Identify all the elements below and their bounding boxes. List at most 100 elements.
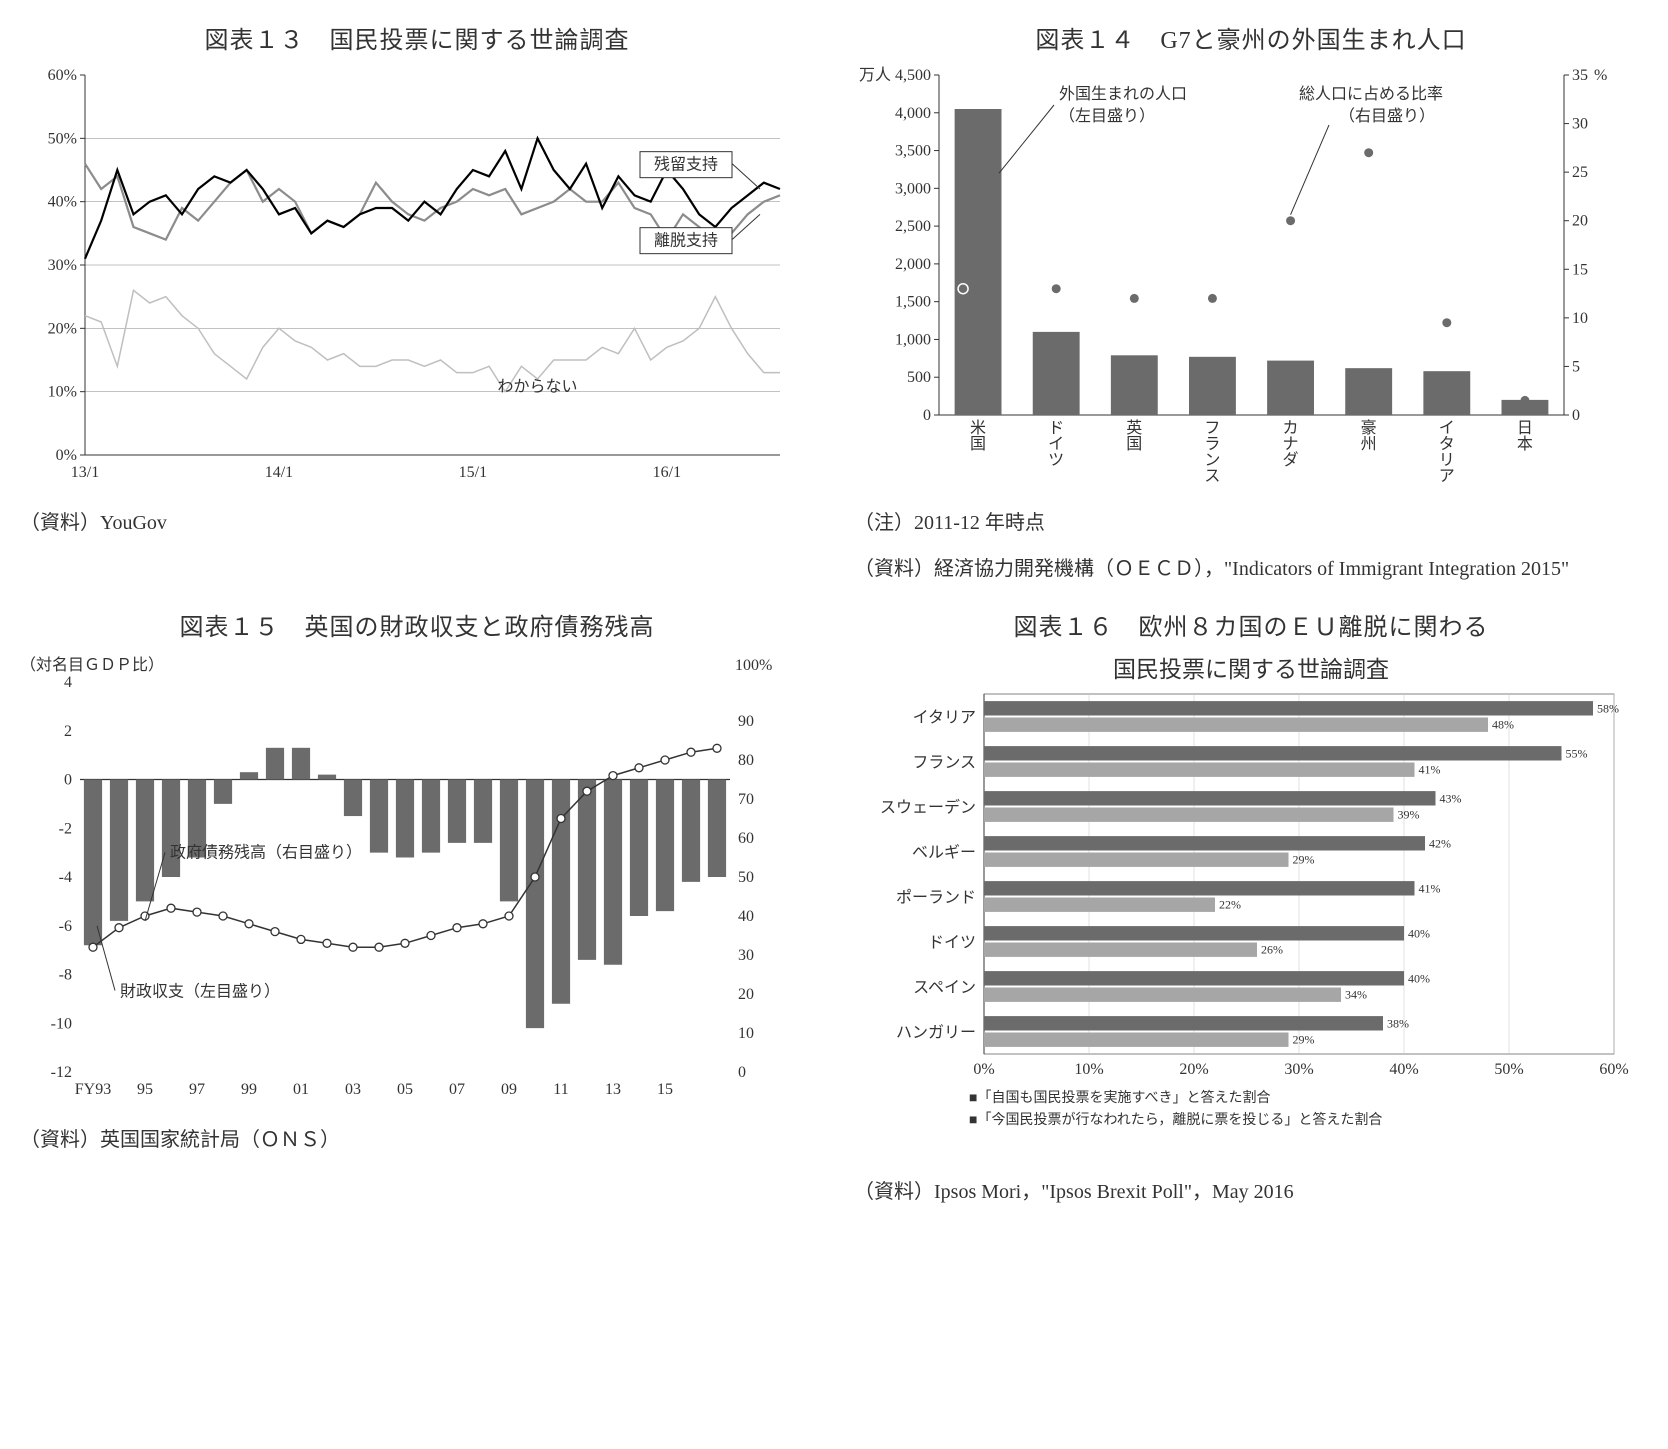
chart15-panel: 図表１５ 英国の財政収支と政府債務残高 （対名目ＧＤＰ比）100%-12-10-… (20, 607, 814, 1210)
chart14-svg: 05001,0001,5002,0002,5003,0003,5004,0004… (854, 65, 1634, 495)
svg-text:外国生まれの人口: 外国生まれの人口 (1059, 85, 1187, 103)
svg-text:スペイン: スペイン (913, 980, 976, 997)
svg-text:20%: 20% (48, 320, 77, 337)
svg-text:残留支持: 残留支持 (654, 156, 718, 174)
svg-text:15: 15 (657, 1081, 673, 1098)
svg-text:4,500: 4,500 (895, 67, 931, 84)
svg-text:-12: -12 (51, 1064, 72, 1081)
svg-text:（右目盛り）: （右目盛り） (1339, 107, 1435, 125)
svg-text:55%: 55% (1566, 746, 1588, 760)
svg-text:60: 60 (738, 830, 754, 847)
svg-text:フランス: フランス (1204, 420, 1220, 485)
svg-text:22%: 22% (1219, 898, 1241, 912)
chart14-title: 図表１４ G7と豪州の外国生まれ人口 (854, 20, 1648, 55)
svg-text:FY93: FY93 (75, 1081, 111, 1098)
chart16-source: （資料）Ipsos Mori，"Ipsos Brexit Poll"，May 2… (854, 1174, 1648, 1210)
svg-text:10%: 10% (1074, 1061, 1103, 1078)
svg-text:0: 0 (738, 1064, 746, 1081)
svg-text:米国: 米国 (970, 419, 986, 453)
svg-text:39%: 39% (1398, 808, 1420, 822)
svg-text:-6: -6 (59, 918, 72, 935)
svg-text:2: 2 (64, 723, 72, 740)
svg-text:07: 07 (449, 1081, 465, 1098)
svg-text:ドイツ: ドイツ (928, 935, 976, 952)
svg-text:100%: 100% (735, 657, 772, 674)
chart16-title: 図表１６ 欧州８カ国のＥＵ離脱に関わる (854, 607, 1648, 642)
svg-text:40%: 40% (1389, 1061, 1418, 1078)
svg-text:34%: 34% (1345, 988, 1367, 1002)
svg-text:80: 80 (738, 752, 754, 769)
svg-text:0: 0 (1572, 407, 1580, 424)
svg-text:30%: 30% (1284, 1061, 1313, 1078)
svg-text:3,000: 3,000 (895, 180, 931, 197)
svg-text:97: 97 (189, 1081, 205, 1098)
svg-text:ドイツ: ドイツ (1048, 420, 1064, 469)
svg-text:豪州: 豪州 (1361, 418, 1377, 453)
chart16-title2: 国民投票に関する世論調査 (854, 650, 1648, 684)
svg-text:15: 15 (1572, 261, 1588, 278)
svg-text:40%: 40% (1408, 926, 1430, 940)
chart14-panel: 図表１４ G7と豪州の外国生まれ人口 05001,0001,5002,0002,… (854, 20, 1648, 587)
chart16-svg: 0%10%20%30%40%50%60%58%48%イタリア55%41%フランス… (854, 684, 1634, 1164)
svg-text:40%: 40% (48, 194, 77, 211)
svg-text:16/1: 16/1 (653, 464, 681, 481)
svg-text:60%: 60% (48, 67, 77, 84)
svg-text:日本: 日本 (1517, 420, 1533, 453)
svg-text:カナダ: カナダ (1283, 420, 1299, 469)
svg-text:イタリア: イタリア (1439, 420, 1455, 485)
svg-text:25: 25 (1572, 164, 1588, 181)
svg-text:1,000: 1,000 (895, 331, 931, 348)
svg-text:ポーランド: ポーランド (896, 889, 976, 907)
svg-text:フランス: フランス (912, 755, 976, 772)
svg-text:-8: -8 (59, 967, 72, 984)
svg-text:58%: 58% (1597, 701, 1619, 715)
svg-text:15/1: 15/1 (459, 464, 487, 481)
svg-text:38%: 38% (1387, 1016, 1409, 1030)
svg-text:10: 10 (738, 1025, 754, 1042)
svg-text:政府債務残高（右目盛り）: 政府債務残高（右目盛り） (170, 844, 362, 862)
svg-text:41%: 41% (1419, 881, 1441, 895)
svg-text:%: % (1594, 67, 1607, 84)
svg-text:95: 95 (137, 1081, 153, 1098)
svg-text:万人: 万人 (859, 66, 891, 84)
svg-text:0%: 0% (973, 1061, 994, 1078)
svg-text:英国: 英国 (1126, 419, 1142, 453)
svg-text:30: 30 (738, 947, 754, 964)
svg-text:29%: 29% (1293, 1033, 1315, 1047)
svg-text:09: 09 (501, 1081, 517, 1098)
svg-text:離脱支持: 離脱支持 (654, 232, 718, 250)
svg-text:90: 90 (738, 713, 754, 730)
svg-text:50%: 50% (1494, 1061, 1523, 1078)
svg-text:4,000: 4,000 (895, 105, 931, 122)
svg-text:0%: 0% (56, 447, 77, 464)
svg-text:11: 11 (553, 1081, 568, 1098)
svg-text:29%: 29% (1293, 853, 1315, 867)
svg-text:03: 03 (345, 1081, 361, 1098)
svg-text:10: 10 (1572, 310, 1588, 327)
chart13-source: （資料）YouGov (20, 505, 814, 541)
svg-text:0: 0 (64, 772, 72, 789)
svg-text:10%: 10% (48, 384, 77, 401)
svg-text:01: 01 (293, 1081, 309, 1098)
svg-text:（左目盛り）: （左目盛り） (1059, 107, 1155, 125)
chart14-note: （注）2011-12 年時点 (854, 505, 1648, 541)
svg-text:1,500: 1,500 (895, 294, 931, 311)
svg-text:43%: 43% (1440, 791, 1462, 805)
svg-text:わからない: わからない (498, 378, 578, 396)
svg-text:20%: 20% (1179, 1061, 1208, 1078)
svg-text:14/1: 14/1 (265, 464, 293, 481)
chart16-panel: 図表１６ 欧州８カ国のＥＵ離脱に関わる 国民投票に関する世論調査 0% 10% 20… (854, 607, 1648, 1210)
svg-text:13/1: 13/1 (71, 464, 99, 481)
svg-text:総人口に占める比率: 総人口に占める比率 (1299, 85, 1443, 103)
svg-text:■「今国民投票が行なわれたら，離脱に票を投じる」と答えた割合: ■「今国民投票が行なわれたら，離脱に票を投じる」と答えた割合 (969, 1111, 1382, 1128)
chart13-panel: 図表１３ 国民投票に関する世論調査 0%10%20%30%40%50%60%13… (20, 20, 814, 587)
svg-text:60%: 60% (1599, 1061, 1628, 1078)
svg-text:13: 13 (605, 1081, 621, 1098)
svg-text:35: 35 (1572, 67, 1588, 84)
svg-text:40%: 40% (1408, 971, 1430, 985)
svg-text:0: 0 (923, 407, 931, 424)
svg-text:30: 30 (1572, 116, 1588, 133)
svg-text:05: 05 (397, 1081, 413, 1098)
svg-text:48%: 48% (1492, 718, 1514, 732)
svg-text:4: 4 (64, 674, 72, 691)
